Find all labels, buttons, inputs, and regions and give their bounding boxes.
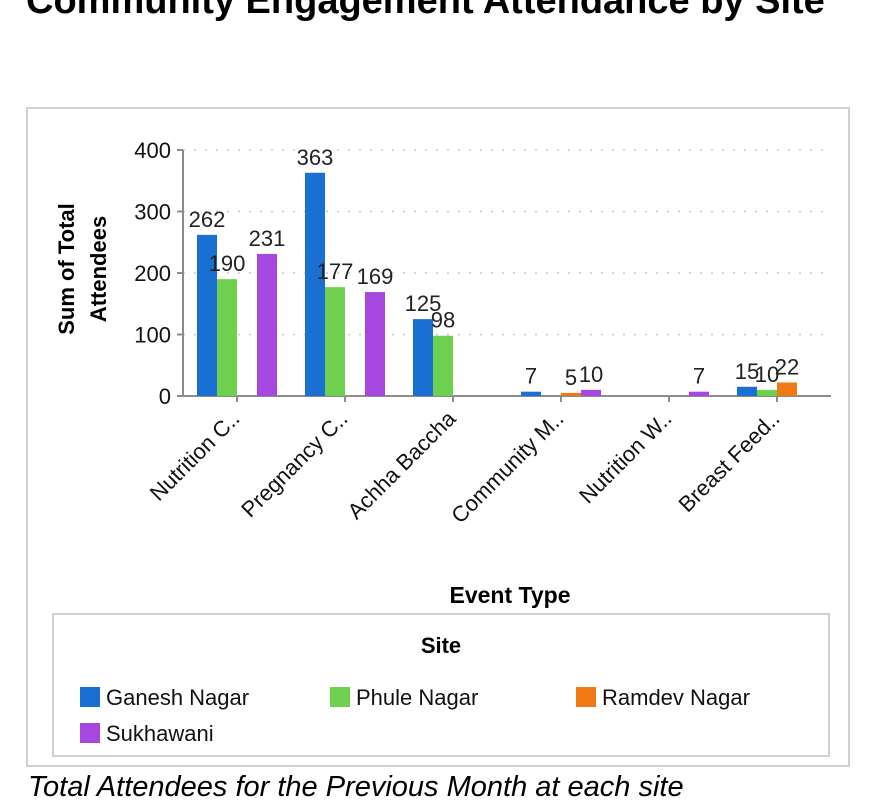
bar-ramdev-nagar (561, 392, 581, 396)
chart-caption: Total Attendees for the Previous Month a… (28, 771, 684, 803)
y-tick-label: 400 (134, 138, 171, 163)
y-axis-title-line-2: Attendees (86, 216, 111, 322)
data-label: 5 (565, 365, 577, 390)
bar-ganesh-nagar (305, 172, 325, 396)
bar-phule-nagar (217, 279, 237, 396)
data-label: 7 (693, 364, 705, 389)
bar-ganesh-nagar (737, 386, 757, 396)
legend-swatch-ramdev-nagar (576, 687, 596, 707)
data-label: 10 (755, 362, 779, 387)
y-tick-label: 100 (134, 323, 171, 348)
legend-title: Site (421, 633, 461, 658)
bar-ganesh-nagar (197, 234, 217, 396)
bar-phule-nagar (325, 287, 345, 396)
bar-phule-nagar (433, 335, 453, 396)
legend-label: Ramdev Nagar (602, 685, 750, 710)
data-label: 7 (525, 364, 537, 389)
legend-label: Ganesh Nagar (106, 685, 249, 710)
bar-sukhawani (689, 391, 709, 396)
bar-sukhawani (365, 292, 385, 396)
y-tick-label: 200 (134, 261, 171, 286)
data-label: 169 (357, 264, 394, 289)
legend-swatch-phule-nagar (330, 687, 350, 707)
x-tick-label: Pregnancy C.. (236, 406, 352, 522)
legend-box (52, 613, 830, 757)
x-tick-label: Nutrition C.. (145, 406, 245, 506)
legend-swatch-sukhawani (80, 723, 100, 743)
bar-phule-nagar (757, 389, 777, 396)
data-label: 262 (189, 207, 226, 232)
data-label: 177 (317, 259, 354, 284)
legend-swatch-ganesh-nagar (80, 687, 100, 707)
bar-ramdev-nagar (777, 382, 797, 396)
legend-label: Phule Nagar (356, 685, 478, 710)
x-tick-label: Community M.. (446, 406, 568, 528)
bar-ganesh-nagar (413, 319, 433, 396)
legend-label: Sukhawani (106, 721, 214, 746)
data-label: 22 (775, 354, 799, 379)
bar-ganesh-nagar (521, 391, 541, 396)
chart-frame: 0 100 200 300 400 262 190 231 Nutrition C.. 363 17… (26, 107, 850, 767)
x-tick-label: Nutrition W.. (574, 406, 676, 508)
data-label: 10 (579, 362, 603, 387)
data-label: 15 (735, 359, 759, 384)
data-label: 125 (405, 291, 442, 316)
x-axis-title: Event Type (450, 582, 571, 608)
data-label: 98 (431, 308, 455, 333)
y-axis-title-line-1: Sum of Total (54, 203, 79, 335)
data-label: 363 (297, 145, 334, 170)
page-title: Community Engagement Attendance by Site (26, 0, 825, 22)
x-tick-label: Achha Baccha (343, 405, 462, 524)
x-tick-label: Breast Feed.. (673, 406, 784, 517)
y-tick-label: 300 (134, 200, 171, 225)
bar-sukhawani (581, 389, 601, 396)
bar-sukhawani (257, 253, 277, 396)
data-label: 231 (249, 226, 286, 251)
y-tick-label: 0 (159, 384, 171, 409)
data-label: 190 (209, 251, 246, 276)
